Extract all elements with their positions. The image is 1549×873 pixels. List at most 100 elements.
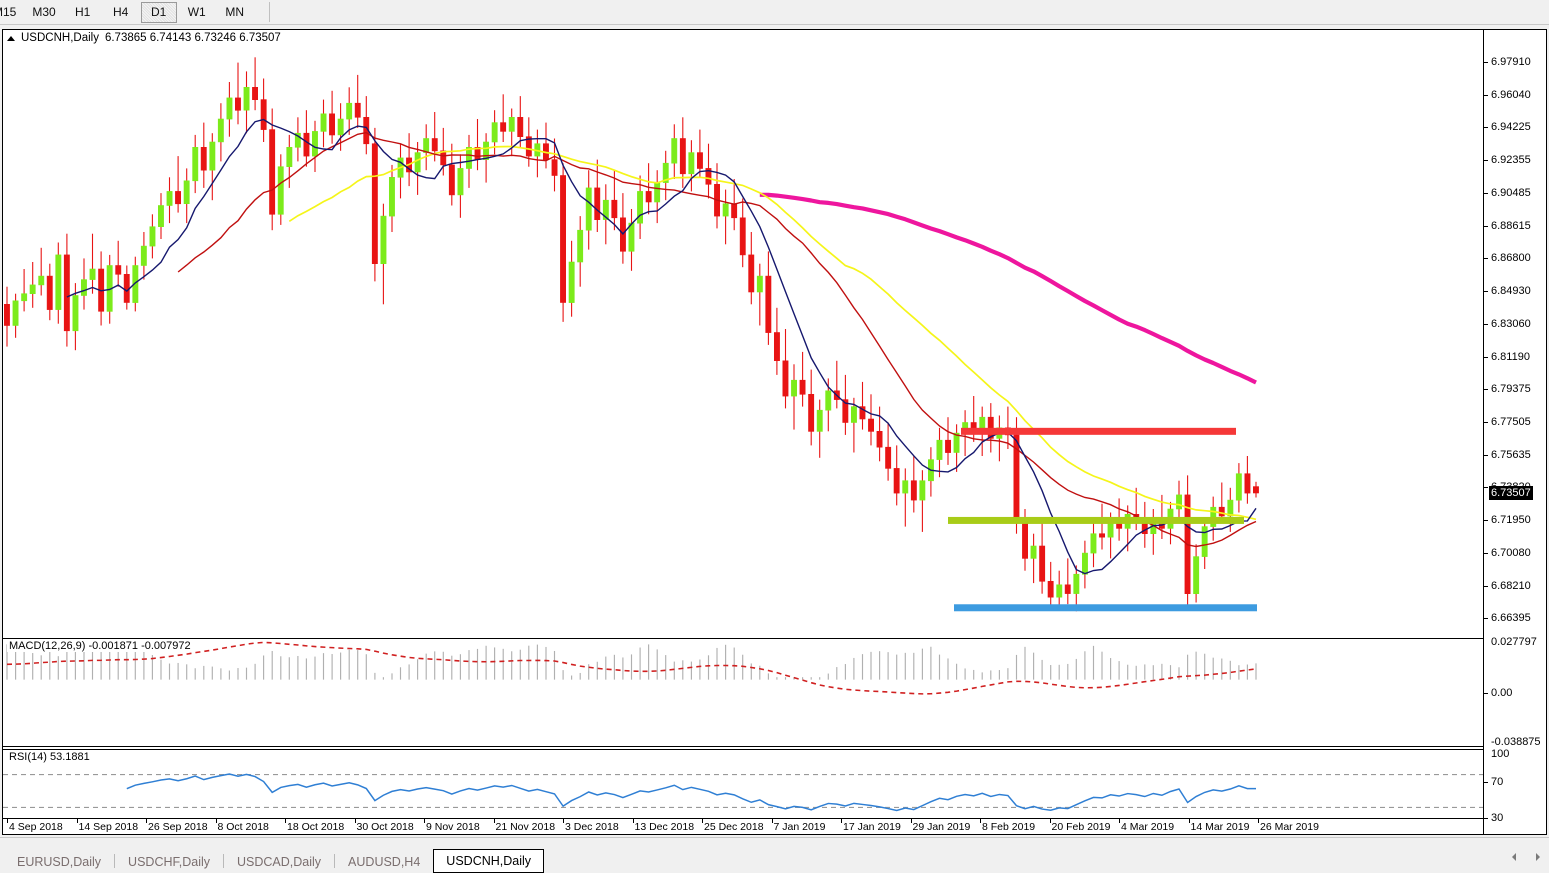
price-tick-label: 6.97910 <box>1491 56 1531 69</box>
time-tick-label: 14 Sep 2018 <box>78 821 139 833</box>
price-tick <box>1484 618 1488 620</box>
rsi-tick <box>1484 782 1488 783</box>
price-tick <box>1484 258 1488 260</box>
price-tick-label: 6.94225 <box>1491 121 1531 134</box>
time-axis: 4 Sep 2018 14 Sep 2018 26 Sep 2018 8 Oct 20… <box>3 818 1483 834</box>
time-tick <box>563 819 564 823</box>
timeframe-w1-button[interactable]: W1 <box>187 5 206 19</box>
current-price-label: 6.73507 <box>1489 485 1533 500</box>
price-tick-label: 6.96040 <box>1491 89 1531 102</box>
time-tick <box>702 819 703 823</box>
chart-tab-usdcad[interactable]: USDCAD,Daily <box>237 855 322 869</box>
rsi-label: RSI(14) 53.1881 <box>7 751 92 763</box>
price-tick-label: 6.84930 <box>1491 285 1531 298</box>
time-tick-label: 30 Oct 2018 <box>356 821 414 833</box>
scroll-left-icon[interactable] <box>1509 850 1519 868</box>
price-tick-label: 6.75635 <box>1491 449 1531 462</box>
time-tick-label: 18 Oct 2018 <box>287 821 345 833</box>
price-tick <box>1484 160 1488 162</box>
price-tick <box>1484 455 1488 457</box>
time-tick <box>841 819 842 823</box>
price-tick <box>1484 389 1488 391</box>
time-tick <box>632 819 634 823</box>
time-tick <box>1188 819 1190 823</box>
rsi-plot <box>3 773 1483 812</box>
price-tick-label: 6.79375 <box>1491 383 1531 396</box>
time-tick-label: 20 Feb 2019 <box>1051 821 1111 833</box>
timeframe-toolbar: M15 M30 H1 H4 D1 W1 MN <box>0 0 1549 25</box>
time-tick <box>1119 819 1120 823</box>
price-tick-label: 6.83060 <box>1491 318 1531 331</box>
toolbar-separator <box>268 2 270 22</box>
time-tick-label: 8 Oct 2018 <box>217 821 269 833</box>
macd-label: MACD(12,26,9) -0.001871 -0.007972 <box>7 640 193 652</box>
time-tick-label: 13 Dec 2018 <box>634 821 695 833</box>
time-tick <box>771 819 773 823</box>
time-tick-label: 7 Jan 2019 <box>773 821 826 833</box>
price-scale[interactable]: 6.97910 6.96040 6.94225 6.92355 6.90485 6.886… <box>1483 30 1546 850</box>
price-tick-label: 6.86800 <box>1491 252 1531 265</box>
timeframe-d1-button[interactable]: D1 <box>140 1 177 23</box>
chart-tab-strip: EURUSD,Daily USDCHF,Daily USDCAD,Daily AUDU… <box>0 837 1549 873</box>
up-triangle-icon <box>7 35 15 41</box>
macd-tick-label: 0.027797 <box>1491 636 1537 648</box>
scroll-right-icon[interactable] <box>1533 850 1543 868</box>
timeframe-mn-button[interactable]: MN <box>225 5 245 19</box>
timeframe-h1-button[interactable]: H1 <box>75 5 91 19</box>
time-tick <box>354 819 356 823</box>
price-tick-label: 6.92355 <box>1491 154 1531 167</box>
tab-divider <box>334 854 336 868</box>
time-tick <box>285 819 286 823</box>
price-tick <box>1484 520 1488 522</box>
rsi-tick-label: 30 <box>1491 812 1504 824</box>
chart-area[interactable]: USDCNH,Daily 6.73865 6.74143 6.73246 6.7… <box>2 29 1547 850</box>
chart-tab-audusd[interactable]: AUDUSD,H4 <box>348 855 421 869</box>
price-tick-label: 6.68210 <box>1491 580 1531 593</box>
timeframe-m15-button[interactable]: M15 <box>0 5 17 19</box>
price-tick <box>1484 487 1488 489</box>
price-tick <box>1484 226 1488 228</box>
macd-tick <box>1484 693 1488 694</box>
time-tick <box>146 819 147 823</box>
rsi-tick <box>1484 818 1488 819</box>
time-tick <box>910 819 912 823</box>
time-tick-label: 14 Mar 2019 <box>1190 821 1250 833</box>
macd-plot <box>6 641 1257 695</box>
chart-tab-usdchf[interactable]: USDCHF,Daily <box>128 855 210 869</box>
time-tick-label: 25 Dec 2018 <box>704 821 764 833</box>
tab-divider <box>223 854 224 868</box>
chart-tab-eurusd[interactable]: EURUSD,Daily <box>17 855 102 869</box>
time-tick-label: 4 Sep 2018 <box>9 821 63 833</box>
time-tick-label: 4 Mar 2019 <box>1121 821 1175 833</box>
chart-tab-usdcnh[interactable]: USDCNH,Daily <box>433 849 545 873</box>
price-tick <box>1484 62 1488 64</box>
price-tick-label: 6.70080 <box>1491 547 1531 560</box>
timeframe-h4-button[interactable]: H4 <box>113 5 129 19</box>
rsi-tick-label: 100 <box>1491 748 1510 760</box>
price-tick-label: 6.77505 <box>1491 416 1531 429</box>
time-tick-label: 8 Feb 2019 <box>982 821 1036 833</box>
price-tick <box>1484 324 1488 326</box>
price-tick-label: 6.81190 <box>1491 351 1530 364</box>
time-tick <box>980 819 981 823</box>
time-tick-label: 26 Sep 2018 <box>148 821 208 833</box>
macd-tick-label: 0.00 <box>1491 687 1513 699</box>
time-tick <box>215 819 217 823</box>
price-plot <box>3 57 1259 612</box>
time-tick <box>7 819 8 823</box>
price-tick <box>1484 422 1488 424</box>
time-tick-label: 9 Nov 2018 <box>426 821 480 833</box>
price-tick <box>1484 193 1488 195</box>
chart-ohlc-values: 6.73865 6.74143 6.73246 6.73507 <box>104 32 281 44</box>
time-tick <box>424 819 425 823</box>
macd-pane[interactable]: MACD(12,26,9) -0.001871 -0.007972 <box>3 638 1483 747</box>
time-tick-label: 3 Dec 2018 <box>565 821 619 833</box>
chart-symbol-label: USDCNH,Daily <box>21 32 99 44</box>
macd-tick-label: -0.038875 <box>1491 736 1541 748</box>
tab-divider <box>114 854 116 868</box>
price-pane[interactable] <box>3 46 1483 636</box>
time-tick-label: 21 Nov 2018 <box>495 821 556 833</box>
time-tick-label: 26 Mar 2019 <box>1260 821 1319 833</box>
timeframe-m30-button[interactable]: M30 <box>32 5 56 19</box>
